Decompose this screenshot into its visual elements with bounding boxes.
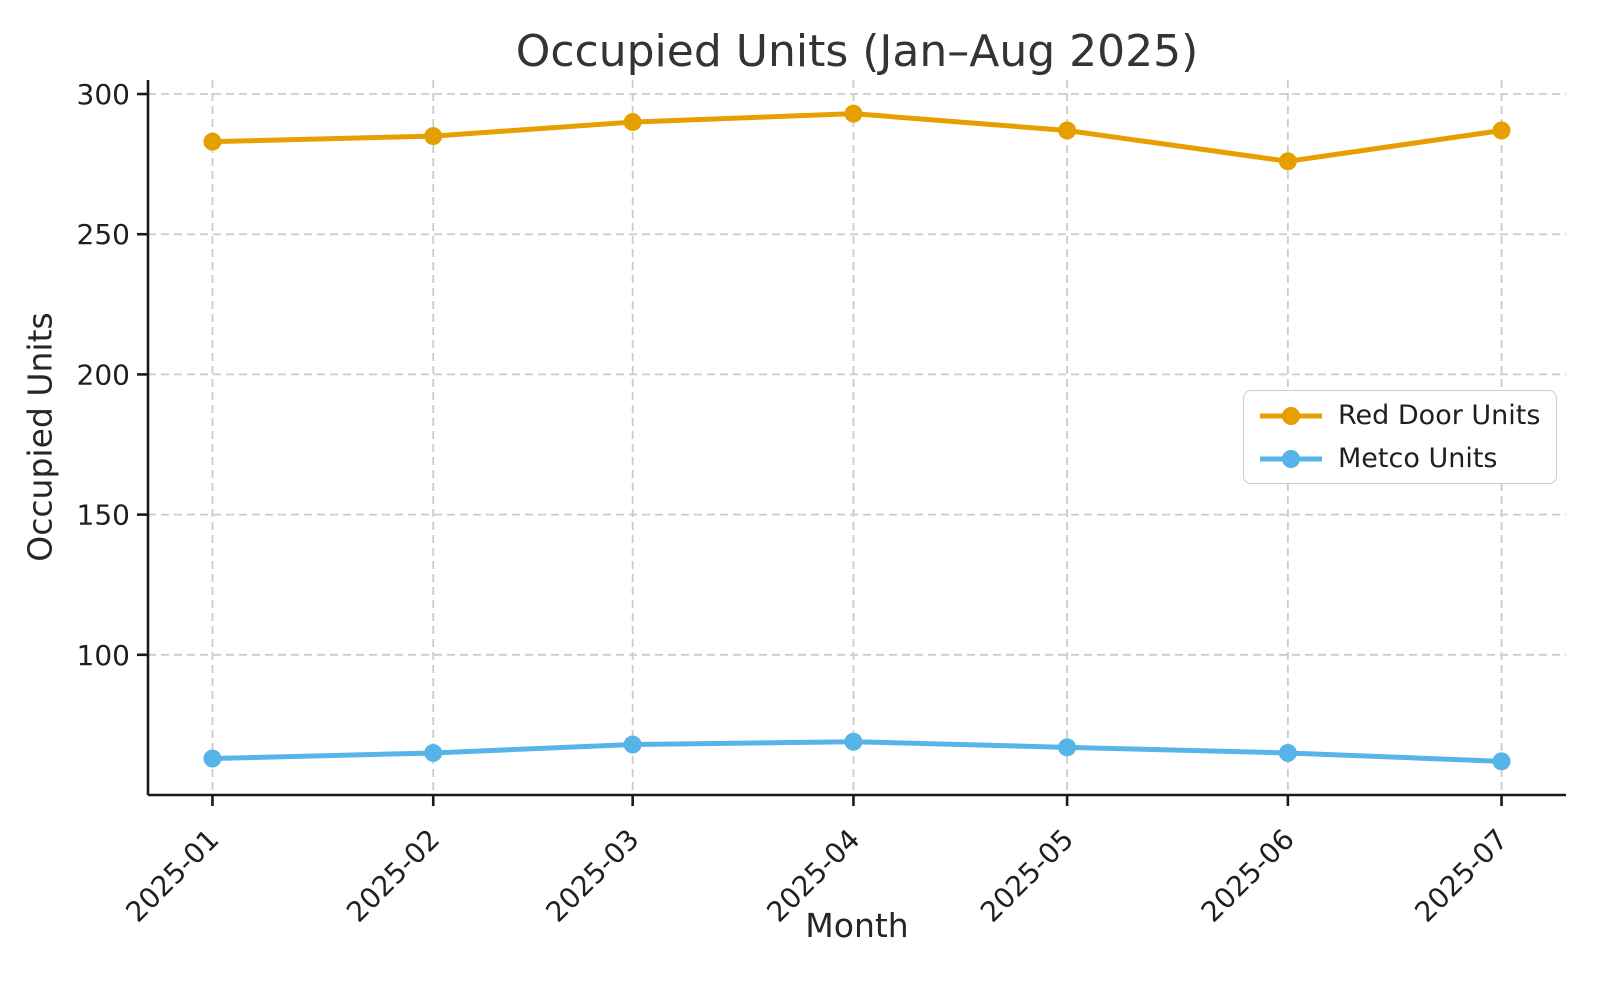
chart-title: Occupied Units (Jan–Aug 2025) xyxy=(515,26,1199,77)
data-point-red-door-units xyxy=(1278,152,1297,171)
data-point-metco-units xyxy=(844,732,863,751)
data-point-metco-units xyxy=(623,735,642,754)
x-tick-label: 2025-05 xyxy=(974,823,1080,929)
y-axis-label: Occupied Units xyxy=(20,312,60,562)
data-point-metco-units xyxy=(1058,738,1077,757)
data-point-metco-units xyxy=(424,743,443,762)
data-point-red-door-units xyxy=(203,132,222,151)
metco-series-swatch-icon xyxy=(1260,449,1322,468)
data-point-metco-units xyxy=(1278,743,1297,762)
data-point-red-door-units xyxy=(844,104,863,123)
data-point-metco-units xyxy=(203,749,222,768)
data-point-red-door-units xyxy=(1492,121,1511,140)
legend-item-metco-units: Metco Units xyxy=(1258,443,1542,474)
data-point-metco-units xyxy=(1492,752,1511,771)
x-tick-label: 2025-02 xyxy=(340,823,446,929)
legend-item-red-door-units: Red Door Units xyxy=(1258,400,1542,431)
y-tick-label: 100 xyxy=(77,639,130,672)
y-tick-label: 250 xyxy=(77,218,130,251)
legend-label-metco-units: Metco Units xyxy=(1338,443,1498,474)
x-tick-label: 2025-03 xyxy=(540,823,646,929)
legend-marker-red-door xyxy=(1282,406,1300,425)
data-point-red-door-units xyxy=(424,127,443,146)
x-tick-label: 2025-06 xyxy=(1195,823,1301,929)
red-door-series-swatch-icon xyxy=(1260,406,1322,425)
y-tick-label: 200 xyxy=(77,358,130,391)
x-tick-label: 2025-01 xyxy=(119,823,225,929)
x-tick-label: 2025-07 xyxy=(1408,823,1514,929)
data-point-red-door-units xyxy=(623,113,642,132)
legend-label-red-door-units: Red Door Units xyxy=(1338,400,1541,431)
x-axis-label: Month xyxy=(805,906,909,945)
data-point-red-door-units xyxy=(1058,121,1077,140)
legend-marker-metco xyxy=(1282,449,1300,468)
y-tick-label: 300 xyxy=(77,78,130,111)
y-tick-label: 150 xyxy=(77,499,130,532)
legend: Red Door Units Metco Units xyxy=(1243,390,1557,484)
